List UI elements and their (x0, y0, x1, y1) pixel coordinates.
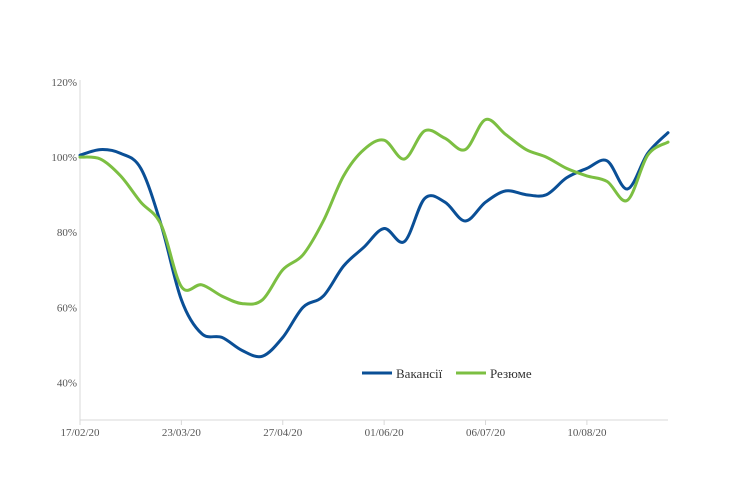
legend-label-1: Вакансії (396, 366, 443, 381)
series-line-1 (78, 131, 670, 359)
y-tick-label: 40% (57, 377, 77, 389)
x-axis-ticks: 17/02/20 23/03/20 27/04/20 01/06/20 06/07/20… (60, 420, 607, 439)
series-line-2 (78, 117, 670, 306)
x-tick-label: 10/08/20 (567, 427, 607, 439)
legend-label-2: Резюме (490, 366, 532, 381)
y-tick-label: 100% (51, 152, 77, 164)
x-tick-label: 17/02/20 (60, 427, 100, 439)
y-axis-ticks: 40% 60% 80% 100% 120% (51, 77, 77, 389)
legend: Вакансії Резюме (362, 366, 532, 381)
y-tick-label: 80% (57, 227, 77, 239)
x-tick-label: 06/07/20 (466, 427, 506, 439)
x-tick-label: 01/06/20 (365, 427, 405, 439)
series-layer (78, 117, 670, 359)
x-tick-label: 23/03/20 (162, 427, 202, 439)
y-tick-label: 120% (51, 77, 77, 89)
axes (79, 80, 668, 421)
x-tick-label: 27/04/20 (263, 427, 303, 439)
y-tick-label: 60% (57, 302, 77, 314)
